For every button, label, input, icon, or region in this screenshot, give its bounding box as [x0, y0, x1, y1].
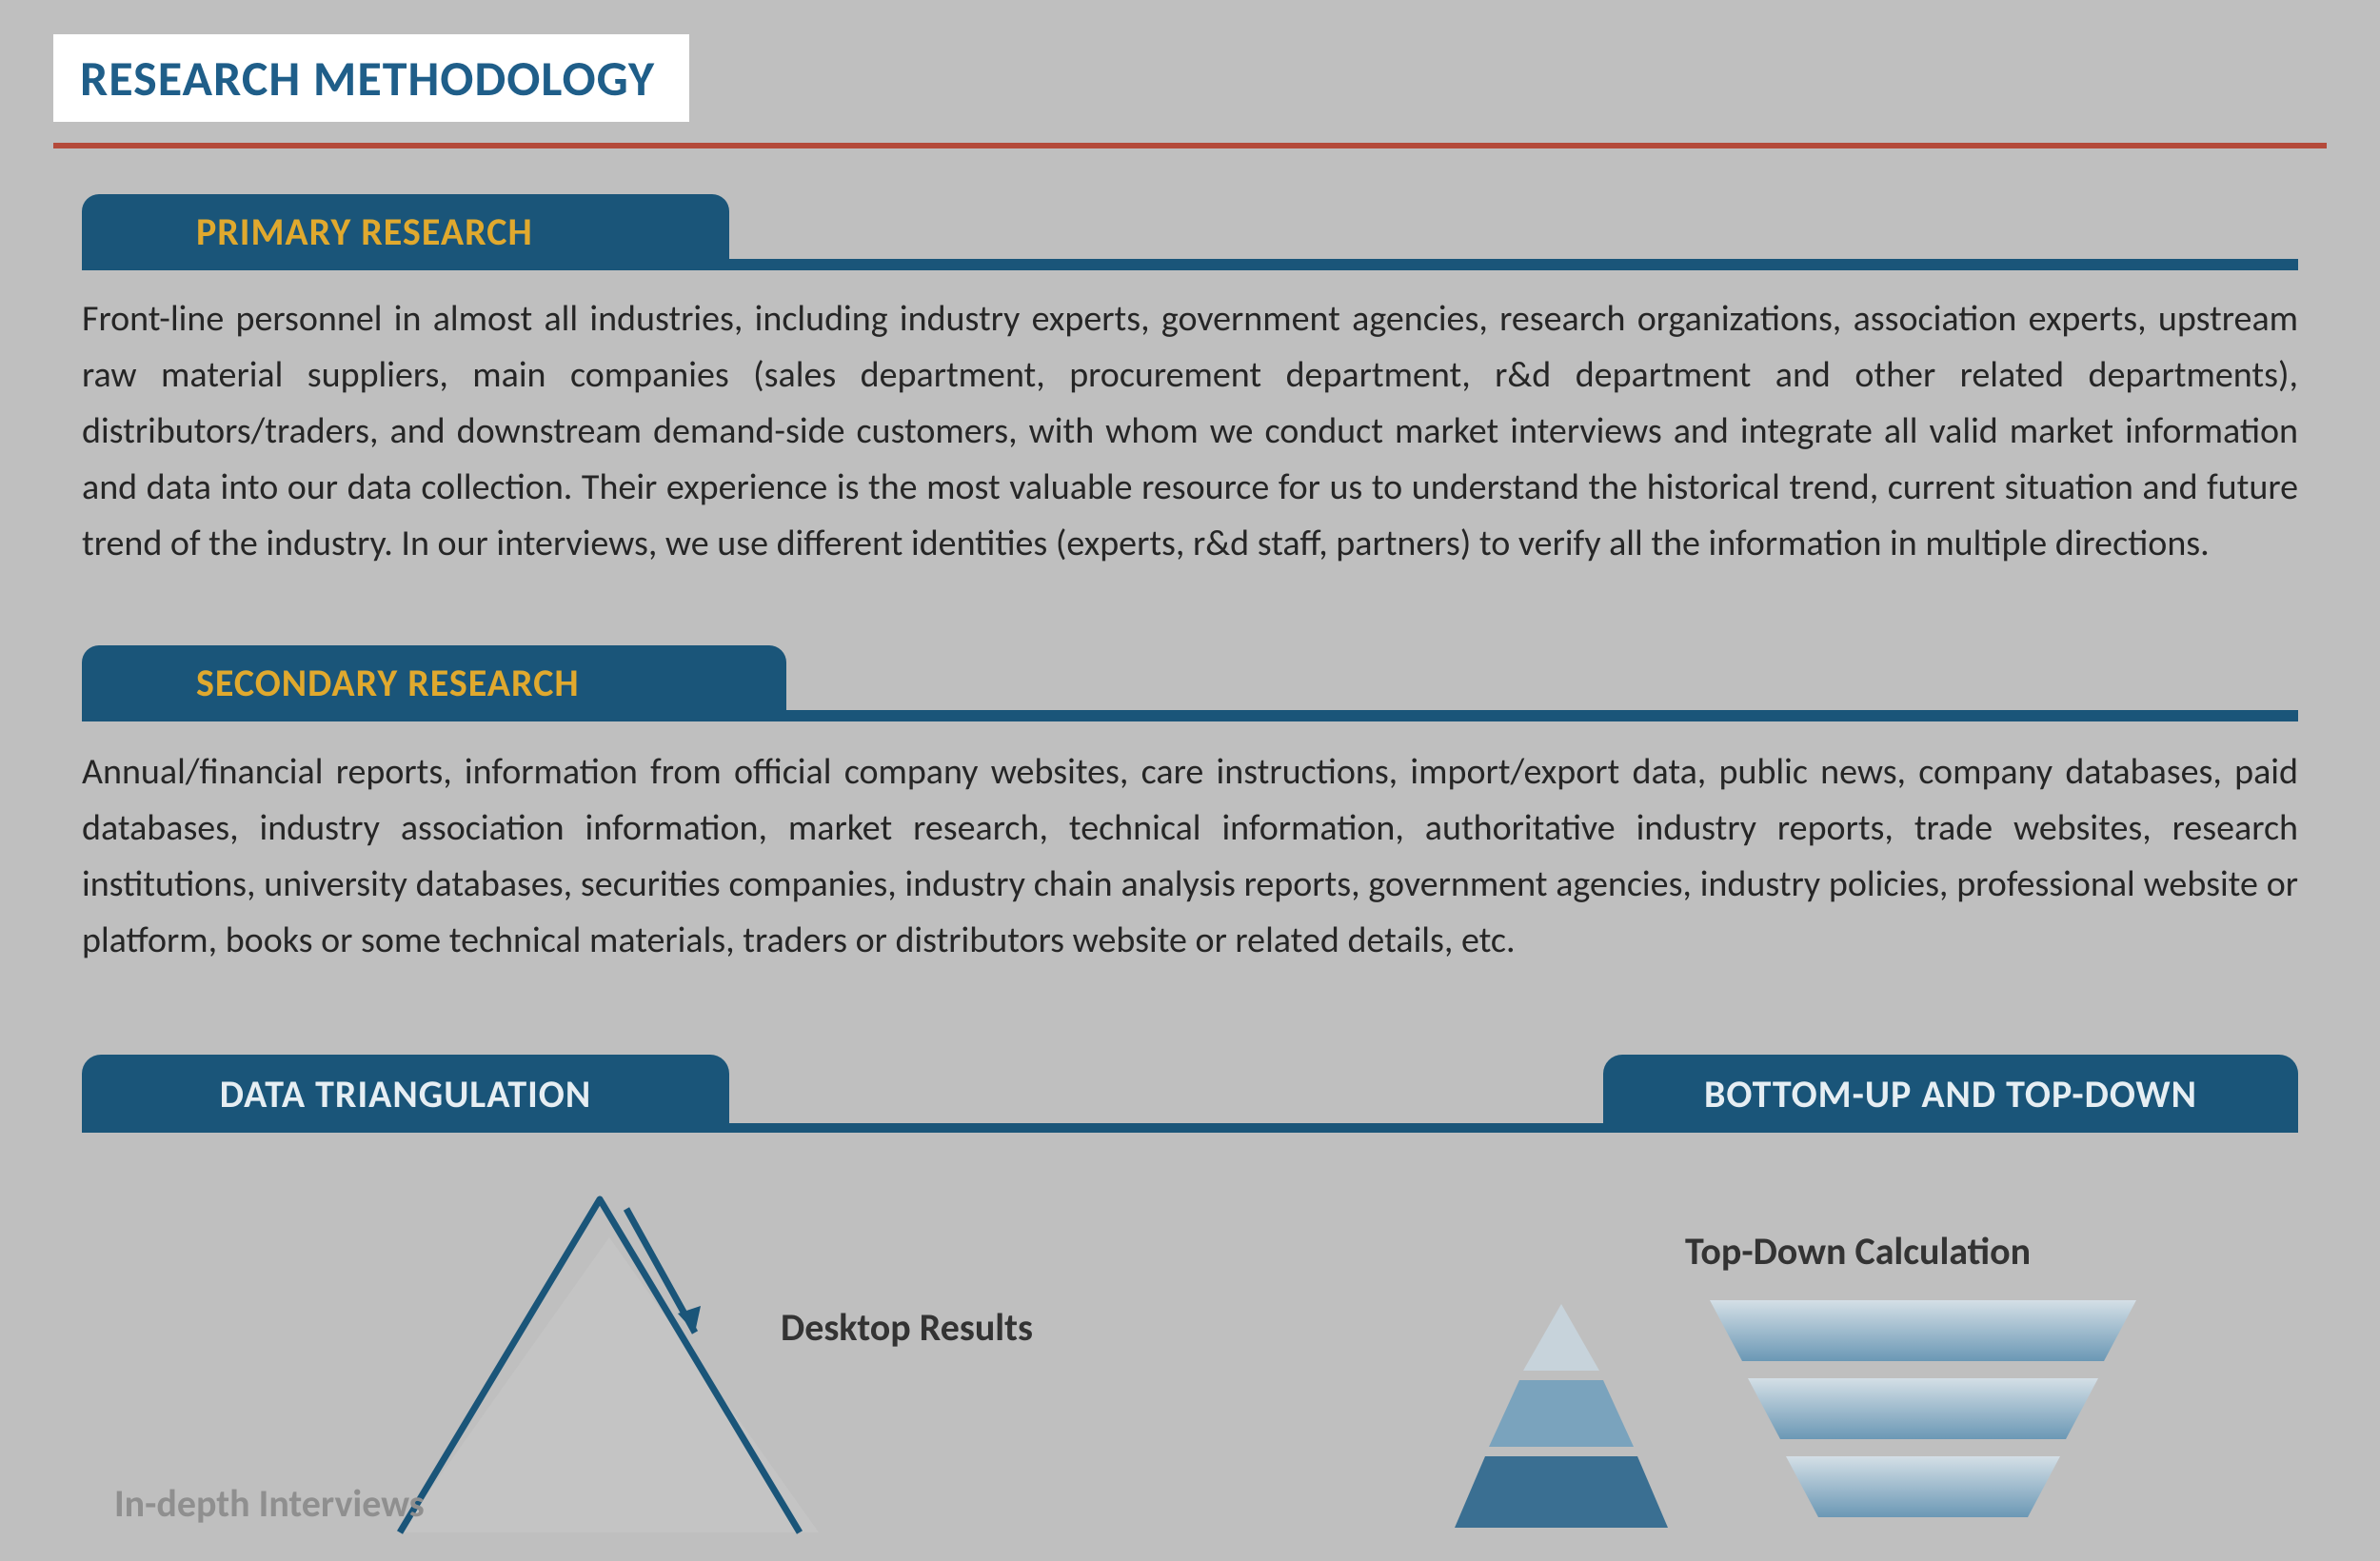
funnel-level-3	[1786, 1456, 2060, 1517]
bottomup-topdown-label: BOTTOM-UP AND TOP-DOWN	[1704, 1071, 2197, 1117]
method-tabs-underline	[82, 1123, 2298, 1133]
pyramid-level-1	[1523, 1304, 1599, 1371]
secondary-research-label: SECONDARY RESEARCH	[196, 660, 580, 706]
primary-research-underline	[82, 259, 2298, 270]
page-title: RESEARCH METHODOLOGY	[80, 48, 655, 109]
bottomup-pyramid-icon	[1447, 1294, 1676, 1542]
in-depth-interviews-label: In-depth Interviews	[114, 1480, 425, 1527]
secondary-research-underline	[82, 710, 2298, 721]
page-title-box: RESEARCH METHODOLOGY	[53, 34, 689, 122]
topdown-calculation-label: Top-Down Calculation	[1685, 1228, 2031, 1274]
secondary-research-body: Annual/financial reports, information fr…	[82, 744, 2298, 969]
primary-research-tab: PRIMARY RESEARCH	[82, 194, 729, 268]
title-underline	[53, 143, 2327, 148]
topdown-funnel-icon	[1704, 1294, 2142, 1542]
pyramid-level-2	[1489, 1380, 1634, 1447]
triangle-shadow-icon	[400, 1237, 819, 1532]
data-triangulation-label: DATA TRIANGULATION	[220, 1071, 591, 1117]
data-triangulation-tab: DATA TRIANGULATION	[82, 1055, 729, 1133]
pyramid-level-3	[1455, 1456, 1668, 1528]
bottomup-topdown-tab: BOTTOM-UP AND TOP-DOWN	[1603, 1055, 2298, 1133]
primary-research-body: Front-line personnel in almost all indus…	[82, 291, 2298, 571]
funnel-level-1	[1710, 1300, 2136, 1361]
desktop-results-label: Desktop Results	[781, 1304, 1033, 1351]
secondary-research-tab: SECONDARY RESEARCH	[82, 645, 786, 720]
method-tabs-row: DATA TRIANGULATION BOTTOM-UP AND TOP-DOW…	[82, 1055, 2298, 1133]
funnel-level-2	[1748, 1378, 2098, 1439]
primary-research-label: PRIMARY RESEARCH	[196, 208, 533, 255]
